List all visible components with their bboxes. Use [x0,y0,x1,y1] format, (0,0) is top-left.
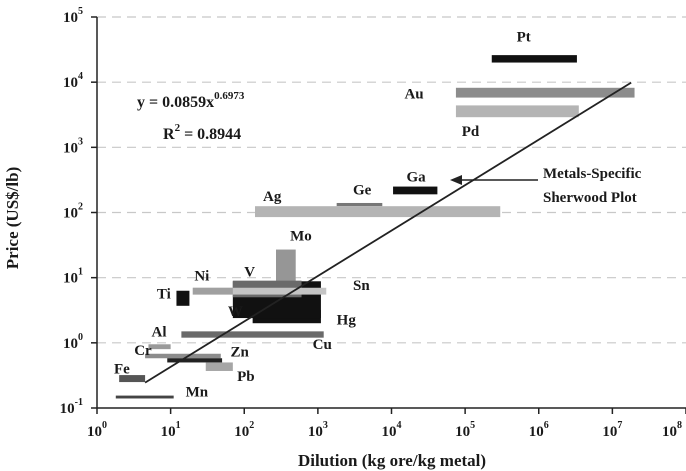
r-squared-value: R2 = 0.8944 [163,122,241,143]
bar-ag [255,206,501,218]
regression-equation: y = 0.0859x0.6973 [137,90,245,111]
trend-line-group [144,81,632,384]
x-tick-label: 105 [455,420,475,440]
metal-label-hg: Hg [337,313,357,329]
x-tick-label: 103 [308,420,328,440]
y-tick-label: 103 [63,136,83,156]
bar-ni [192,287,233,295]
bar-ga [393,186,438,195]
metal-label-sn: Sn [353,278,370,294]
bar-mn [115,395,174,399]
x-axis-title: Dilution (kg ore/kg metal) [298,451,486,470]
r2-exponent: 2 [175,122,181,134]
metal-label-pd: Pd [462,124,480,140]
x-tick-label: 106 [529,420,549,440]
metal-bars [115,55,635,399]
metal-label-pb: Pb [237,369,255,385]
metal-label-w: W [228,304,243,320]
trend-annotation-line1: Metals-Specific [543,166,642,182]
metal-label-au: Au [404,87,423,103]
r2-value: = 0.8944 [180,126,241,143]
equation-base: y = 0.0859x [137,94,214,111]
metal-label-ga: Ga [407,169,427,185]
x-tick-label: 107 [602,420,622,440]
trend-annotation-line2: Sherwood Plot [543,190,637,206]
metal-label-zn: Zn [230,344,249,360]
x-tick-label: 101 [161,420,181,440]
y-tick-label: 105 [63,6,83,26]
bar-pb [205,362,233,371]
bar-cu [181,331,324,338]
bar-cr [145,353,221,359]
y-axis-title: Price (US$/lb) [3,167,22,269]
r2-prefix: R [163,126,175,143]
metal-label-mo: Mo [290,229,312,245]
metal-label-al: Al [152,325,167,341]
bar-au [455,87,635,98]
metal-label-cr: Cr [134,343,152,359]
equation-exponent: 0.6973 [214,90,245,102]
y-tick-label: 100 [63,332,83,352]
bar-ti [176,290,190,306]
bar-sn [192,287,327,295]
bar-pt [491,55,577,63]
bar-al [148,344,171,350]
x-tick-label: 102 [234,420,254,440]
bar-pd [455,105,579,118]
x-tick-label: 108 [662,420,682,440]
metal-label-ag: Ag [263,189,282,205]
y-tick-label: 10-1 [60,397,83,417]
metal-label-ge: Ge [353,182,372,198]
metal-label-pt: Pt [517,30,531,46]
y-tick-label: 104 [63,71,83,91]
trend-annotation-arrow [450,175,538,185]
metal-label-mn: Mn [186,385,209,401]
y-tick-label: 102 [63,202,83,222]
bar-zn [167,358,223,363]
bar-fe [119,375,146,383]
metal-label-v: V [244,264,255,280]
metal-label-ni: Ni [194,269,209,285]
bar-ge [336,202,383,207]
trend-line [144,81,632,384]
metal-label-cu: Cu [313,337,332,353]
x-tick-label: 100 [87,420,107,440]
metal-label-fe: Fe [114,361,130,377]
y-tick-label: 101 [63,267,83,287]
grid-lines [97,16,686,344]
metal-label-ti: Ti [157,286,171,302]
x-tick-label: 104 [382,420,402,440]
